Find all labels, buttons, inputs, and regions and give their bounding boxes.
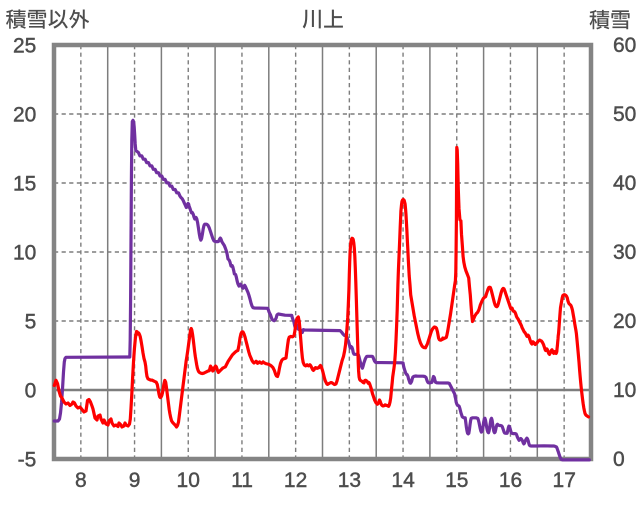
svg-text:10: 10 bbox=[177, 469, 200, 492]
svg-text:20: 20 bbox=[613, 310, 636, 333]
svg-text:16: 16 bbox=[499, 469, 522, 492]
svg-text:9: 9 bbox=[129, 469, 141, 492]
svg-text:10: 10 bbox=[613, 379, 636, 402]
svg-text:14: 14 bbox=[391, 469, 415, 492]
svg-text:15: 15 bbox=[445, 469, 468, 492]
svg-text:13: 13 bbox=[338, 469, 361, 492]
svg-text:50: 50 bbox=[613, 103, 636, 126]
svg-text:8: 8 bbox=[75, 469, 87, 492]
svg-text:-5: -5 bbox=[18, 449, 37, 472]
svg-text:40: 40 bbox=[613, 172, 636, 195]
svg-text:5: 5 bbox=[25, 311, 37, 334]
svg-text:17: 17 bbox=[553, 469, 576, 492]
svg-text:30: 30 bbox=[613, 241, 636, 264]
svg-text:15: 15 bbox=[13, 173, 36, 196]
svg-text:0: 0 bbox=[25, 380, 37, 403]
svg-text:12: 12 bbox=[284, 469, 307, 492]
svg-text:0: 0 bbox=[613, 448, 625, 471]
svg-text:25: 25 bbox=[13, 35, 36, 58]
svg-text:20: 20 bbox=[13, 104, 36, 127]
svg-text:10: 10 bbox=[13, 242, 36, 265]
svg-text:60: 60 bbox=[613, 34, 636, 57]
svg-text:11: 11 bbox=[231, 469, 253, 492]
